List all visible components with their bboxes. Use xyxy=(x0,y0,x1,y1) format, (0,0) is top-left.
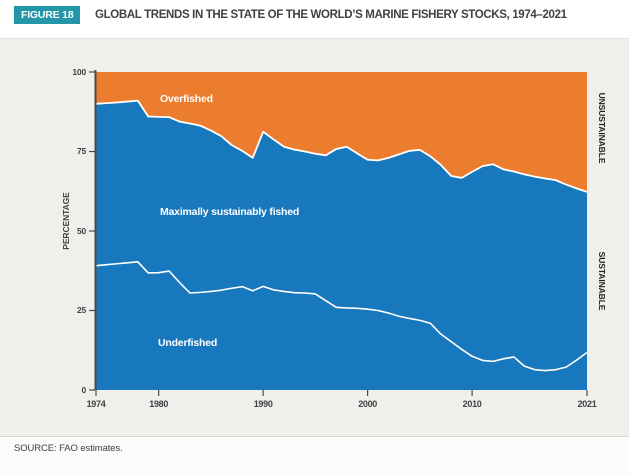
region-label-overfished: Overfished xyxy=(160,93,213,105)
y-axis-title: PERCENTAGE xyxy=(61,192,71,250)
right-axis-label-unsustainable: UNSUSTAINABLE xyxy=(597,92,607,164)
x-tick-label: 1990 xyxy=(253,399,273,409)
x-tick-label: 2021 xyxy=(577,399,597,409)
figure-badge: FIGURE 18 xyxy=(14,6,81,24)
underfished-line xyxy=(95,261,588,372)
source-note: SOURCE: FAO estimates. xyxy=(14,443,123,454)
y-tick-label: 25 xyxy=(76,305,86,315)
right-axis-label-sustainable: SUSTAINABLE xyxy=(597,251,607,311)
x-tick-label: 2000 xyxy=(358,399,378,409)
sustainable-area xyxy=(96,100,587,391)
x-tick-label: 2010 xyxy=(462,399,482,409)
y-tick-label: 0 xyxy=(81,384,86,395)
x-tick-label: 1980 xyxy=(149,399,169,409)
footer-band xyxy=(0,438,629,475)
y-tick-label: 100 xyxy=(72,66,86,77)
region-label-underfished: Underfished xyxy=(158,337,218,349)
sustainable-boundary-line xyxy=(95,99,588,193)
y-tick-label: 75 xyxy=(76,146,86,156)
y-tick-label: 50 xyxy=(76,225,86,236)
figure-title: GLOBAL TRENDS IN THE STATE OF THE WORLD’… xyxy=(95,9,567,21)
x-tick-label: 1974 xyxy=(86,399,106,409)
region-label-maximally-sustainably-fished: Maximally sustainably fished xyxy=(160,206,300,218)
